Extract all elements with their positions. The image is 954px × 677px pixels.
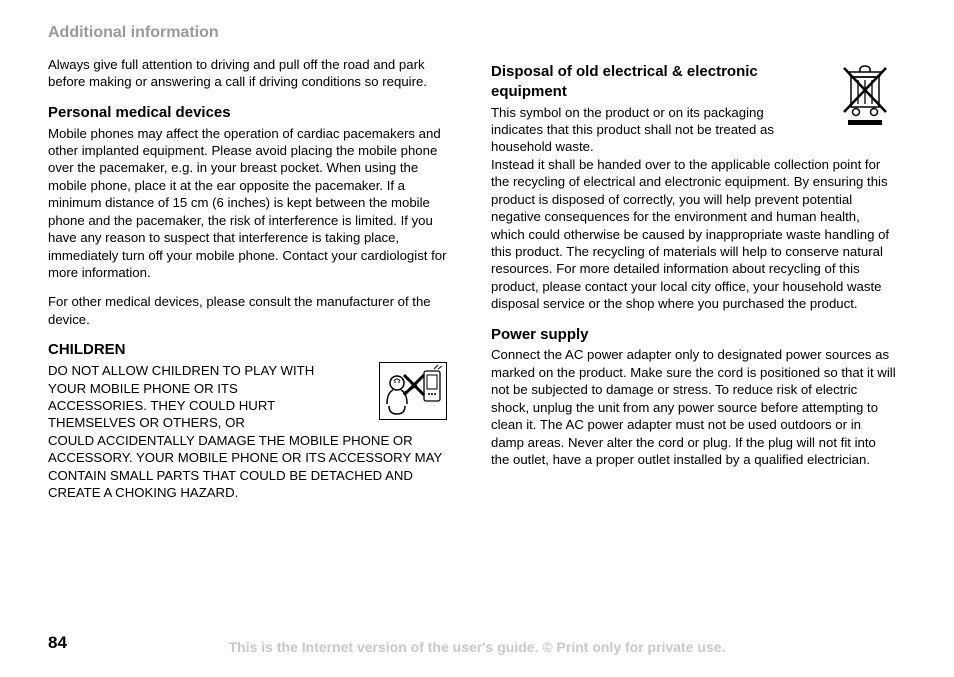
disposal-paragraph: Instead it shall be handed over to the a… — [491, 156, 896, 313]
two-column-layout: Always give full attention to driving an… — [48, 56, 906, 501]
disposal-block: Disposal of old electrical & electronic … — [491, 62, 896, 313]
medical-paragraph-1: Mobile phones may affect the operation o… — [48, 125, 453, 282]
left-column: Always give full attention to driving an… — [48, 56, 453, 501]
weee-bin-icon — [838, 62, 892, 130]
manual-page: Additional information Always give full … — [0, 0, 954, 501]
medical-paragraph-2: For other medical devices, please consul… — [48, 293, 453, 328]
driving-paragraph: Always give full attention to driving an… — [48, 56, 453, 91]
power-heading: Power supply — [491, 325, 896, 345]
right-column: Disposal of old electrical & electronic … — [491, 56, 896, 501]
disposal-intro: This symbol on the product or on its pac… — [491, 104, 791, 156]
disposal-heading: Disposal of old electrical & electronic … — [491, 62, 761, 102]
section-header: Additional information — [48, 24, 906, 42]
children-paragraph-2: COULD ACCIDENTALLY DAMAGE THE MOBILE PHO… — [48, 432, 453, 502]
children-heading: CHILDREN — [48, 340, 453, 360]
children-block: DO NOT ALLOW CHILDREN TO PLAY WITH YOUR … — [48, 362, 453, 501]
power-paragraph: Connect the AC power adapter only to des… — [491, 346, 896, 468]
medical-heading: Personal medical devices — [48, 103, 453, 123]
children-paragraph-1: DO NOT ALLOW CHILDREN TO PLAY WITH YOUR … — [48, 362, 338, 432]
child-warning-icon — [379, 362, 447, 420]
footer-notice: This is the Internet version of the user… — [0, 639, 954, 655]
